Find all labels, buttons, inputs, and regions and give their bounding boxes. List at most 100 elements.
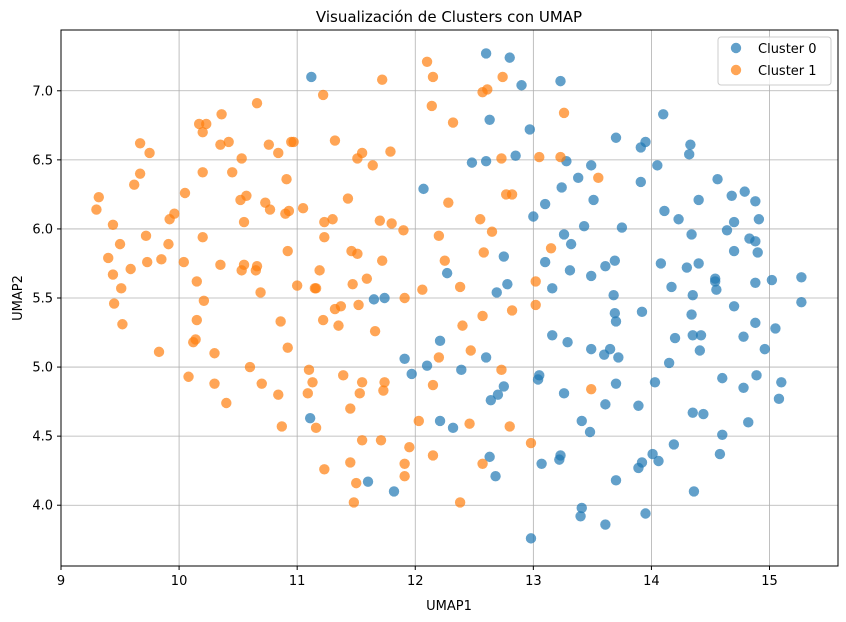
scatter-point-cluster-1 [255,287,266,298]
x-axis-label: UMAP1 [426,599,472,614]
scatter-point-cluster-1 [198,295,210,306]
scatter-point-cluster-1 [506,189,518,200]
scatter-point-cluster-0 [688,486,700,497]
scatter-point-cluster-0 [750,317,761,329]
scatter-point-cluster-0 [418,183,429,195]
scatter-point-cluster-1 [307,377,318,388]
scatter-point-cluster-1 [183,371,194,382]
scatter-point-cluster-1 [427,71,439,83]
scatter-point-cluster-0 [635,142,646,153]
scatter-point-cluster-1 [164,214,175,225]
scatter-point-cluster-1 [235,194,246,206]
scatter-point-cluster-1 [477,458,488,469]
scatter-point-cluster-0 [490,471,501,482]
x-axis-ticks: 9 10 11 12 13 14 15 [57,566,778,589]
scatter-point-cluster-0 [714,448,726,460]
x-tick-label: 10 [171,574,188,589]
scatter-point-cluster-1 [191,276,202,287]
scatter-point-cluster-1 [197,232,208,243]
scatter-point-cluster-1 [302,388,313,399]
scatter-point-cluster-1 [282,342,293,353]
scatter-point-cluster-0 [539,198,551,210]
x-tick-label: 12 [407,574,424,589]
scatter-point-cluster-0 [608,290,619,301]
scatter-point-cluster-1 [475,214,486,225]
y-axis-label: UMAP2 [11,275,26,321]
scatter-point-cluster-1 [256,378,267,389]
scatter-point-cluster-0 [610,378,622,389]
scatter-point-cluster-1 [114,238,126,250]
scatter-point-cluster-0 [633,400,644,411]
scatter-point-cluster-0 [598,349,610,360]
scatter-point-cluster-1 [338,370,349,381]
scatter-point-cluster-0 [610,316,622,327]
scatter-point-cluster-1 [417,284,428,295]
scatter-point-cluster-1 [352,153,363,164]
scatter-point-cluster-0 [539,256,551,268]
scatter-point-cluster-1 [356,435,368,446]
scatter-point-cluster-0 [759,343,770,355]
scatter-point-cluster-0 [304,412,316,424]
scatter-point-cluster-1 [593,172,604,184]
scatter-point-cluster-1 [404,441,415,453]
scatter-point-cluster-1 [107,269,119,280]
scatter-point-cluster-1 [398,225,409,236]
scatter-point-cluster-1 [283,205,295,217]
scatter-point-cluster-0 [586,160,597,171]
scatter-point-cluster-0 [554,454,565,465]
scatter-point-cluster-1 [129,179,140,190]
scatter-point-cluster-0 [695,330,707,341]
scatter-point-cluster-0 [728,245,740,257]
scatter-point-cluster-0 [547,283,558,294]
scatter-point-cluster-0 [752,247,763,258]
scatter-point-cluster-0 [750,277,761,289]
y-tick-label: 5.5 [32,292,53,307]
scatter-point-cluster-1 [310,283,322,294]
scatter-point-cluster-1 [375,435,387,446]
scatter-point-cluster-0 [685,139,696,150]
scatter-point-cluster-1 [464,418,475,429]
scatter-point-cluster-1 [427,450,439,461]
scatter-point-cluster-0 [555,75,566,87]
scatter-point-cluster-1 [369,325,381,337]
scatter-point-cluster-1 [376,74,388,85]
scatter-point-cluster-0 [686,229,697,240]
scatter-point-cluster-1 [215,139,226,150]
scatter-point-cluster-1 [103,252,114,264]
scatter-point-cluster-1 [504,421,515,432]
scatter-point-cluster-1 [545,243,557,254]
scatter-point-cluster-1 [454,497,466,508]
legend-label-cluster-0: Cluster 0 [758,42,817,57]
scatter-point-cluster-1 [443,197,454,208]
scatter-point-cluster-1 [163,238,174,250]
scatter-point-cluster-1 [427,379,439,391]
scatter-point-cluster-0 [510,150,521,161]
scatter-point-cluster-0 [750,236,761,247]
scatter-point-cluster-1 [399,458,410,469]
x-tick-label: 9 [57,574,65,589]
scatter-point-cluster-1 [399,292,410,304]
series-cluster-1 [91,56,604,508]
scatter-point-cluster-0 [388,486,400,497]
scatter-point-cluster-1 [555,151,566,163]
scatter-point-cluster-0 [600,261,611,272]
scatter-point-cluster-1 [264,204,276,215]
scatter-point-cluster-1 [478,247,489,258]
scatter-point-cluster-0 [721,225,733,236]
scatter-point-cluster-1 [454,281,466,293]
scatter-point-cluster-1 [433,352,445,363]
scatter-point-cluster-0 [492,389,504,400]
scatter-point-cluster-0 [573,172,584,184]
scatter-point-cluster-0 [640,508,651,519]
scatter-point-cluster-0 [434,335,446,347]
scatter-point-cluster-1 [477,86,488,98]
grid-lines [60,30,838,566]
scatter-point-cluster-0 [663,357,675,369]
scatter-point-cluster-0 [613,352,624,363]
scatter-point-cluster-1 [223,136,234,148]
scatter-point-cluster-1 [376,255,388,266]
scatter-point-cluster-0 [504,52,515,63]
scatter-point-cluster-0 [525,533,537,544]
scatter-point-cluster-1 [386,218,397,229]
